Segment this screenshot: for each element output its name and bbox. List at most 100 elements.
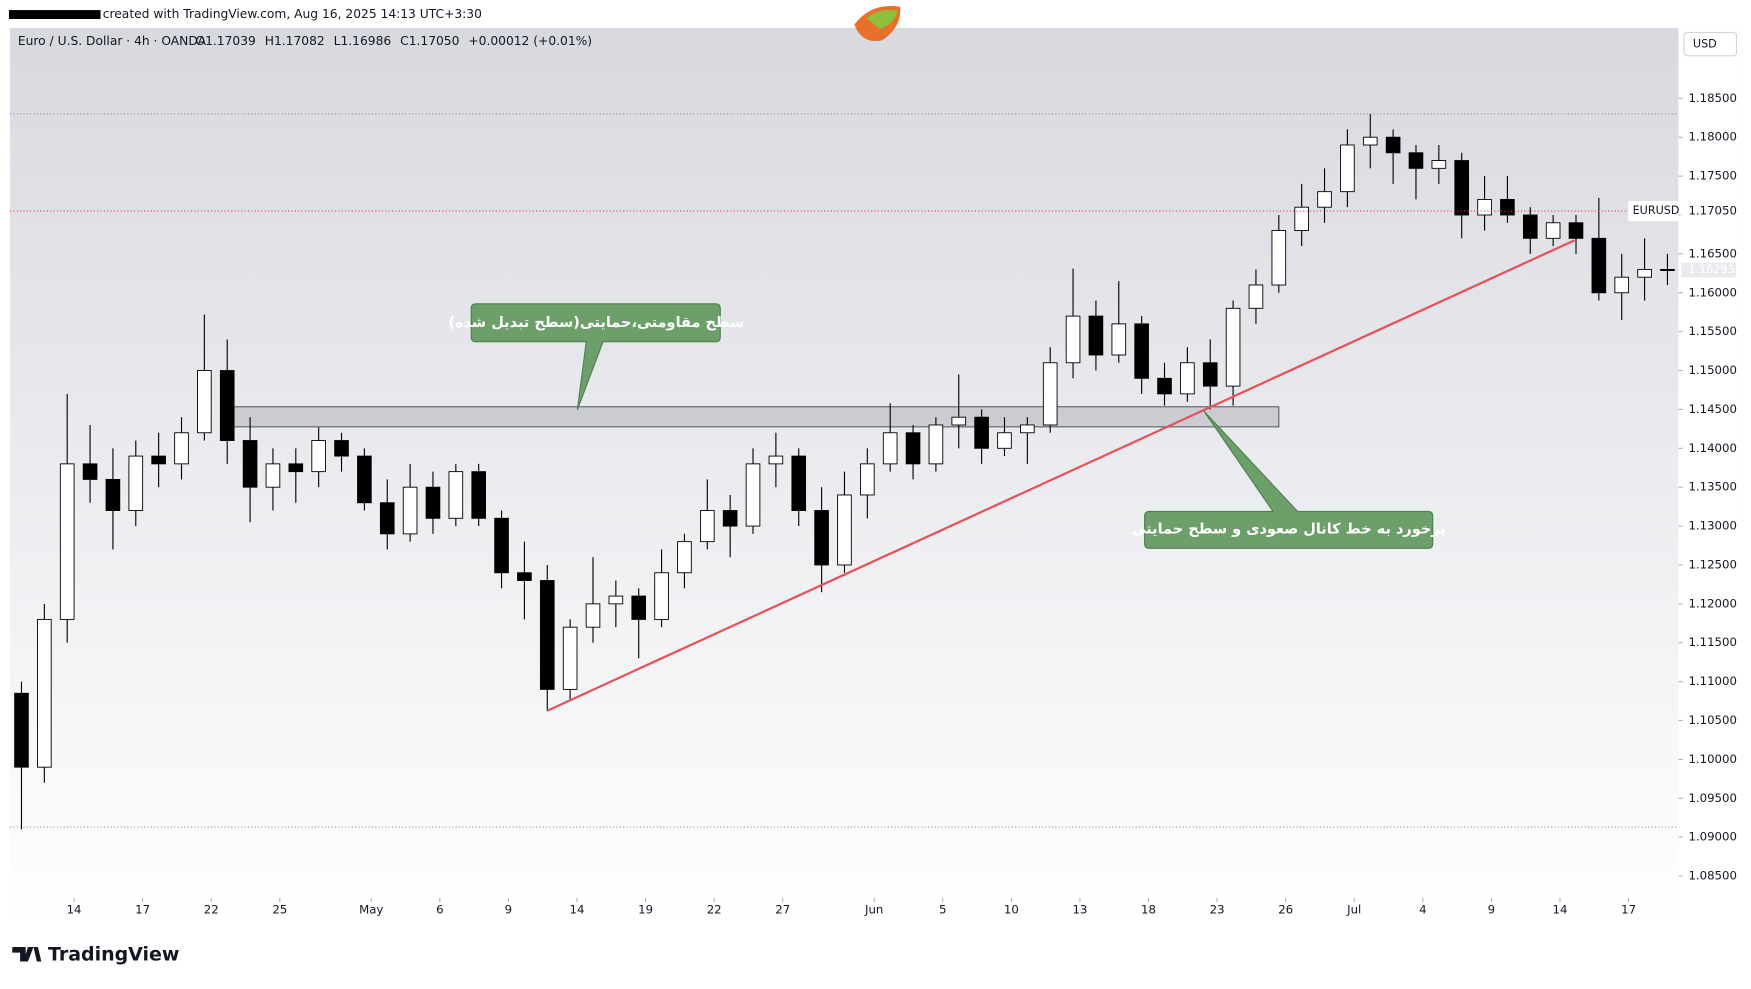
x-tick-label: 14 <box>67 903 82 917</box>
redacted-bar <box>8 10 101 20</box>
symbol-tag <box>1628 201 1679 222</box>
candle-body <box>814 510 829 566</box>
candle-body <box>1248 284 1264 309</box>
x-tick-label: 4 <box>1419 903 1426 917</box>
candle-body <box>219 370 235 441</box>
candle-body <box>1340 144 1355 193</box>
x-tick-label: Jul <box>1346 903 1361 917</box>
candle-body <box>654 572 669 620</box>
candle-body <box>1545 222 1561 239</box>
candle-body <box>1522 214 1538 239</box>
y-tick-label: 1.10000 <box>1688 752 1736 766</box>
candle-body <box>334 440 349 457</box>
candle-body <box>1454 160 1470 216</box>
candle-body <box>631 595 647 620</box>
plot: 1.08500 1.09000 1.09500 1.10000 1.10500 1.110… <box>10 91 1739 917</box>
candle-body <box>1294 206 1309 231</box>
candle-body <box>539 580 555 690</box>
x-tick-label: 19 <box>638 903 653 917</box>
candle-body <box>722 510 738 527</box>
x-tick-label: Jun <box>864 903 883 917</box>
candle-body <box>1065 315 1081 364</box>
candle-body <box>174 432 189 465</box>
candle-body <box>1157 377 1172 395</box>
y-tick-label: 1.14000 <box>1688 441 1736 455</box>
x-tick-label: 22 <box>204 903 219 917</box>
x-tick-label: 14 <box>570 903 585 917</box>
candle-body <box>1317 191 1332 208</box>
x-tick-label: 18 <box>1141 903 1156 917</box>
x-tick-label: 9 <box>505 903 512 917</box>
x-tick-label: 14 <box>1553 903 1568 917</box>
candle-body <box>1111 323 1127 356</box>
x-tick-label: 22 <box>707 903 722 917</box>
candle-body <box>1225 307 1241 387</box>
candle-body <box>1042 362 1058 426</box>
candle-body <box>1568 222 1584 239</box>
candle-body <box>608 595 624 605</box>
candle-body <box>745 463 761 527</box>
callout-2: برخورد به خط کانال صعودی و سطح حمایتی <box>1132 410 1446 549</box>
candle-body <box>151 455 166 465</box>
candle-body <box>768 455 784 465</box>
currency-label: USD <box>1693 38 1717 51</box>
candle-body <box>402 486 418 535</box>
candle-body <box>1271 230 1287 286</box>
ohlc-value: +0.00012 (+0.01%) <box>468 34 592 48</box>
price-tag <box>1680 201 1739 222</box>
candle-body <box>951 416 967 426</box>
ohlc-value: L1.16986 <box>334 34 392 48</box>
candle-body <box>905 432 921 465</box>
y-tick-label: 1.12000 <box>1688 596 1736 610</box>
y-tick-label: 1.10500 <box>1688 713 1736 727</box>
candle-body <box>288 463 304 473</box>
candle-body <box>1408 152 1424 169</box>
candle-body <box>1660 268 1675 271</box>
candle-body <box>105 478 121 511</box>
y-tick-label: 1.15000 <box>1688 363 1736 377</box>
candle-body <box>311 440 326 473</box>
symbol-tag-label: EURUSD <box>1633 204 1680 217</box>
y-tick-label: 1.16000 <box>1688 285 1736 299</box>
candle-body <box>1180 362 1195 395</box>
candle-body <box>1591 237 1607 294</box>
currency-button[interactable] <box>1683 31 1738 57</box>
candle-body <box>1500 198 1515 216</box>
candle-body <box>242 440 258 488</box>
watermark-logo <box>854 5 901 42</box>
candle-body <box>585 603 601 628</box>
y-tick-label: 1.17500 <box>1688 169 1736 183</box>
price-tag-label: 1.17050 <box>1688 204 1736 218</box>
callout-text: سطح مقاومتی،حمایتی(سطح تبدیل شده) <box>448 315 744 331</box>
candle-body <box>1362 136 1378 146</box>
y-tick-label: 1.12500 <box>1688 557 1736 571</box>
candle-body <box>82 463 98 480</box>
sr-zone <box>228 406 1280 428</box>
candle-body <box>677 541 692 574</box>
callout-1: سطح مقاومتی،حمایتی(سطح تبدیل شده) <box>448 303 744 411</box>
candle-body <box>928 424 944 465</box>
candle-body <box>1614 276 1630 294</box>
candle-body <box>494 517 509 574</box>
candle-body <box>699 510 715 543</box>
x-tick-label: 10 <box>1004 903 1019 917</box>
y-tick-label: 1.11000 <box>1688 674 1736 688</box>
candle-body <box>562 626 578 690</box>
y-tick-label: 1.11500 <box>1688 635 1736 649</box>
candle-body <box>837 494 852 566</box>
candle-body <box>1088 315 1104 356</box>
x-tick-label: 5 <box>939 903 946 917</box>
candle-body <box>59 463 75 620</box>
candle-body <box>471 471 486 519</box>
candle-body <box>1477 198 1492 216</box>
marker-tag-label: 1.16293 <box>1688 263 1734 276</box>
x-tick-label: 6 <box>436 903 443 917</box>
x-tick-label: May <box>359 903 383 917</box>
x-tick-label: 13 <box>1072 903 1087 917</box>
y-tick-label: 1.18000 <box>1688 130 1736 144</box>
x-tick-label: 17 <box>1621 903 1636 917</box>
candle-body <box>1637 268 1652 278</box>
header-text: created with TradingView.com, Aug 16, 20… <box>103 7 482 21</box>
candle-body <box>1385 136 1401 154</box>
